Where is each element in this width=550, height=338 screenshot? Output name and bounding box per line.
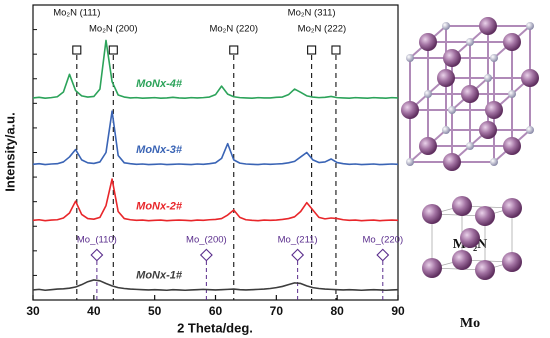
n-atom xyxy=(424,90,432,98)
n-atom xyxy=(448,106,456,114)
mo-peak-label: Mo_(220) xyxy=(362,235,403,246)
mo-atom xyxy=(521,69,539,87)
x-tick-label: 50 xyxy=(148,304,162,318)
mo2n-peak-marker xyxy=(108,45,118,55)
mo-peak-marker xyxy=(90,248,104,262)
n-atom xyxy=(466,38,474,46)
mo-atom xyxy=(502,198,522,218)
mo-atom xyxy=(443,153,461,171)
mo-atom xyxy=(475,206,495,226)
mo-atom xyxy=(479,17,497,35)
plot-frame xyxy=(32,4,399,301)
mo-atom xyxy=(485,101,503,119)
mo-peak-label: Mo_(110) xyxy=(77,235,117,246)
n-atom xyxy=(484,74,492,82)
mo-atom xyxy=(503,137,521,155)
mo2n-peak-label: Mo₂N (200) xyxy=(89,24,138,35)
y-axis-title: Intensity/a.u. xyxy=(2,112,17,191)
series-line xyxy=(32,39,399,100)
x-tick-label: 90 xyxy=(391,304,405,318)
mo-atom xyxy=(419,33,437,51)
series-label: MoNx-2# xyxy=(136,200,183,212)
mo-structure xyxy=(422,196,522,280)
x-tick-label: 30 xyxy=(26,304,40,318)
mo2n-peak-label: Mo₂N (311) xyxy=(288,8,336,19)
mo-atom xyxy=(475,260,495,280)
n-atom xyxy=(406,54,414,62)
structure-label: Mo xyxy=(460,316,480,331)
n-atom xyxy=(526,126,534,134)
mo2n-peak-marker xyxy=(307,45,317,55)
n-atom xyxy=(490,158,498,166)
mo-peak-marker xyxy=(291,248,305,262)
mo-atom xyxy=(452,250,472,270)
mo-atom xyxy=(419,137,437,155)
series-line xyxy=(32,178,399,222)
n-atom xyxy=(508,90,516,98)
mo-atom xyxy=(460,228,480,248)
n-atom xyxy=(526,22,534,30)
mo-atom xyxy=(443,49,461,67)
mo-peak-marker xyxy=(376,248,390,262)
mo-peak-label: Mo_(200) xyxy=(186,235,227,246)
n-atom xyxy=(442,126,450,134)
mo-atom xyxy=(401,101,419,119)
mo-atom xyxy=(452,196,472,216)
n-atom xyxy=(442,22,450,30)
mo2n-peak-label: Mo₂N (111) xyxy=(53,8,100,19)
mo2n-peak-label: Mo₂N (222) xyxy=(298,24,347,35)
x-tick-label: 60 xyxy=(209,304,223,318)
series-label: MoNx-4# xyxy=(136,78,183,90)
mo-atom xyxy=(422,258,442,278)
mo-atom xyxy=(479,121,497,139)
series-line xyxy=(32,279,399,292)
mo-atom xyxy=(437,69,455,87)
x-tick-label: 80 xyxy=(330,304,344,318)
n-atom xyxy=(490,54,498,62)
mo2n-peak-marker xyxy=(229,45,239,55)
mo2n-peak-marker xyxy=(331,45,341,55)
mo-atom xyxy=(503,33,521,51)
mo2n-peak-marker xyxy=(72,45,82,55)
mo-peak-marker xyxy=(199,248,213,262)
series-label: MoNx-3# xyxy=(136,144,183,156)
x-tick-label: 70 xyxy=(270,304,284,318)
series-label: MoNx-1# xyxy=(136,270,183,282)
mo-atom xyxy=(502,252,522,272)
mo-atom xyxy=(461,85,479,103)
mo-peak-label: Mo_(211) xyxy=(278,235,318,246)
n-atom xyxy=(466,142,474,150)
series-line xyxy=(32,110,399,166)
mo2n-structure xyxy=(401,17,539,171)
mo-atom xyxy=(422,204,442,224)
mo2n-peak-label: Mo₂N (220) xyxy=(209,24,258,35)
n-atom xyxy=(406,158,414,166)
x-axis-title: 2 Theta/deg. xyxy=(177,320,253,335)
x-tick-label: 40 xyxy=(87,304,101,318)
